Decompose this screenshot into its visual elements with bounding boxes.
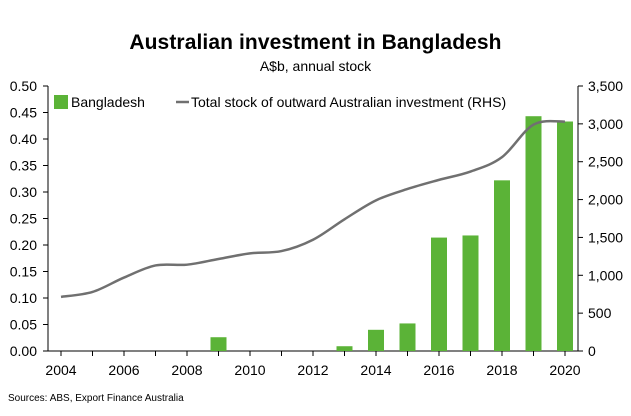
x-axis: 2004 2006 2008 2010 2012 2014 2016 2018 2020: [45, 350, 581, 378]
x-tick-label: 2006: [108, 362, 139, 378]
x-tick-label: 2014: [360, 362, 391, 378]
bar: [336, 346, 353, 351]
left-axis: 0.00 0.05 0.10 0.15 0.20 0.25 0.30 0.35 0.40 0.45…: [10, 78, 49, 359]
left-tick-label: 0.05: [10, 317, 37, 333]
chart-title: Australian investment in Bangladesh: [129, 31, 502, 54]
right-tick-label: 3,000: [588, 116, 623, 132]
right-tick-label: 3,500: [588, 78, 623, 94]
x-tick-label: 2012: [297, 362, 328, 378]
x-tick-label: 2018: [486, 362, 517, 378]
left-tick-label: 0.45: [10, 105, 37, 121]
bar: [210, 337, 227, 351]
right-tick-label: 1,500: [588, 229, 623, 245]
chart-subtitle: A$b, annual stock: [259, 58, 372, 74]
right-tick-label: 2,000: [588, 192, 623, 208]
legend-bar-swatch: [54, 95, 68, 109]
right-tick-label: 1,000: [588, 267, 623, 283]
left-tick-label: 0.25: [10, 211, 37, 227]
right-tick-label: 2,500: [588, 154, 623, 170]
bar: [399, 323, 416, 351]
right-tick-label: 500: [588, 305, 612, 321]
bar: [462, 235, 479, 351]
x-tick-label: 2004: [45, 362, 76, 378]
left-tick-label: 0.50: [10, 78, 37, 94]
line-series: [60, 119, 566, 299]
bar: [494, 180, 510, 351]
bar-series: [210, 116, 573, 352]
legend-line-label: Total stock of outward Australian invest…: [191, 94, 506, 110]
left-tick-label: 0.30: [10, 184, 37, 200]
line-series-path: [60, 119, 566, 299]
left-tick-label: 0.40: [10, 131, 37, 147]
x-tick-label: 2010: [234, 362, 265, 378]
right-tick-label: 0: [588, 343, 596, 359]
x-tick-label: 2020: [549, 362, 580, 378]
left-tick-label: 0.35: [10, 158, 37, 174]
x-tick-label: 2008: [171, 362, 202, 378]
chart-source: Sources: ABS, Export Finance Australia: [8, 393, 184, 404]
right-axis: 0 500 1,000 1,500 2,000 2,500 3,000 3,500: [577, 78, 623, 359]
bar: [525, 116, 542, 352]
legend: Bangladesh Total stock of outward Austral…: [54, 94, 506, 110]
left-tick-label: 0.15: [10, 264, 37, 280]
x-tick-label: 2016: [423, 362, 454, 378]
left-tick-label: 0.00: [10, 343, 37, 359]
left-tick-label: 0.20: [10, 237, 37, 253]
bar: [557, 121, 573, 351]
bar: [368, 329, 384, 351]
bar: [431, 237, 447, 351]
legend-bar-label: Bangladesh: [71, 94, 145, 110]
left-tick-label: 0.10: [10, 290, 37, 306]
